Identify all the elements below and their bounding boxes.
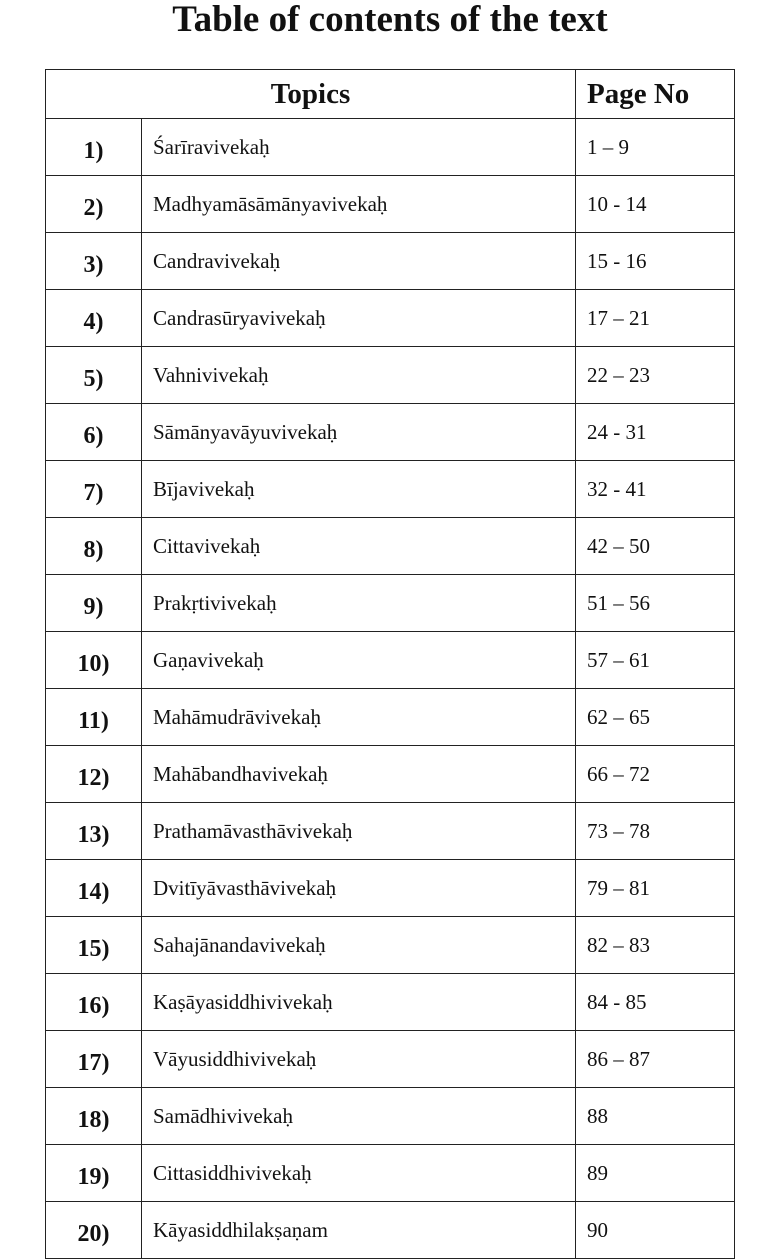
page-title: Table of contents of the text xyxy=(172,0,608,40)
page-range: 66 – 72 xyxy=(575,745,735,803)
topic-name: Śarīravivekaḥ xyxy=(141,118,576,176)
page-no-header: Page No xyxy=(575,69,735,119)
table-row: 3) Candravivekaḥ 15 - 16 xyxy=(45,232,735,290)
page-range: 90 xyxy=(575,1201,735,1259)
row-number: 10) xyxy=(45,631,142,689)
table-row: 10) Gaṇavivekaḥ 57 – 61 xyxy=(45,631,735,689)
row-number: 8) xyxy=(45,517,142,575)
topic-name: Prakṛtivivekaḥ xyxy=(141,574,576,632)
topic-name: Sāmānyavāyuvivekaḥ xyxy=(141,403,576,461)
page-range: 32 - 41 xyxy=(575,460,735,518)
row-number: 6) xyxy=(45,403,142,461)
row-number: 3) xyxy=(45,232,142,290)
table-row: 19) Cittasiddhivivekaḥ 89 xyxy=(45,1144,735,1202)
table-row: 16) Kaṣāyasiddhivivekaḥ 84 - 85 xyxy=(45,973,735,1031)
page-range: 51 – 56 xyxy=(575,574,735,632)
topic-name: Mahābandhavivekaḥ xyxy=(141,745,576,803)
row-number: 13) xyxy=(45,802,142,860)
row-number: 5) xyxy=(45,346,142,404)
topic-name: Dvitīyāvasthāvivekaḥ xyxy=(141,859,576,917)
row-number: 7) xyxy=(45,460,142,518)
topic-name: Sahajānandavivekaḥ xyxy=(141,916,576,974)
topic-name: Gaṇavivekaḥ xyxy=(141,631,576,689)
row-number: 11) xyxy=(45,688,142,746)
page-range: 82 – 83 xyxy=(575,916,735,974)
page-range: 22 – 23 xyxy=(575,346,735,404)
topic-name: Kaṣāyasiddhivivekaḥ xyxy=(141,973,576,1031)
topic-name: Samādhivivekaḥ xyxy=(141,1087,576,1145)
table-row: 11) Mahāmudrāvivekaḥ 62 – 65 xyxy=(45,688,735,746)
row-number: 9) xyxy=(45,574,142,632)
row-number: 16) xyxy=(45,973,142,1031)
table-row: 5) Vahnivivekaḥ 22 – 23 xyxy=(45,346,735,404)
table-row: 6) Sāmānyavāyuvivekaḥ 24 - 31 xyxy=(45,403,735,461)
topic-name: Cittavivekaḥ xyxy=(141,517,576,575)
topic-name: Candrasūryavivekaḥ xyxy=(141,289,576,347)
table-row: 2) Madhyamāsāmānyavivekaḥ 10 - 14 xyxy=(45,175,735,233)
page-range: 15 - 16 xyxy=(575,232,735,290)
row-number: 18) xyxy=(45,1087,142,1145)
page-range: 89 xyxy=(575,1144,735,1202)
table-row: 9) Prakṛtivivekaḥ 51 – 56 xyxy=(45,574,735,632)
page-range: 84 - 85 xyxy=(575,973,735,1031)
row-number: 4) xyxy=(45,289,142,347)
topic-name: Mahāmudrāvivekaḥ xyxy=(141,688,576,746)
row-number: 1) xyxy=(45,118,142,176)
topic-name: Vāyusiddhivivekaḥ xyxy=(141,1030,576,1088)
topic-name: Vahnivivekaḥ xyxy=(141,346,576,404)
topic-name: Kāyasiddhilakṣaṇam xyxy=(141,1201,576,1259)
page-range: 17 – 21 xyxy=(575,289,735,347)
table-row: 8) Cittavivekaḥ 42 – 50 xyxy=(45,517,735,575)
table-row: 13) Prathamāvasthāvivekaḥ 73 – 78 xyxy=(45,802,735,860)
topic-name: Bījavivekaḥ xyxy=(141,460,576,518)
row-number: 14) xyxy=(45,859,142,917)
topics-header: Topics xyxy=(45,69,576,119)
page-range: 42 – 50 xyxy=(575,517,735,575)
header-row: Topics Page No xyxy=(45,69,735,119)
row-number: 2) xyxy=(45,175,142,233)
page-range: 73 – 78 xyxy=(575,802,735,860)
topic-name: Cittasiddhivivekaḥ xyxy=(141,1144,576,1202)
row-number: 17) xyxy=(45,1030,142,1088)
page-range: 62 – 65 xyxy=(575,688,735,746)
topic-name: Madhyamāsāmānyavivekaḥ xyxy=(141,175,576,233)
page-range: 86 – 87 xyxy=(575,1030,735,1088)
page-range: 1 – 9 xyxy=(575,118,735,176)
row-number: 15) xyxy=(45,916,142,974)
table-row: 18) Samādhivivekaḥ 88 xyxy=(45,1087,735,1145)
table-row: 12) Mahābandhavivekaḥ 66 – 72 xyxy=(45,745,735,803)
topic-name: Prathamāvasthāvivekaḥ xyxy=(141,802,576,860)
table-row: 14) Dvitīyāvasthāvivekaḥ 79 – 81 xyxy=(45,859,735,917)
page-range: 88 xyxy=(575,1087,735,1145)
table-row: 15) Sahajānandavivekaḥ 82 – 83 xyxy=(45,916,735,974)
page-range: 57 – 61 xyxy=(575,631,735,689)
table-row: 4) Candrasūryavivekaḥ 17 – 21 xyxy=(45,289,735,347)
row-number: 12) xyxy=(45,745,142,803)
page-range: 79 – 81 xyxy=(575,859,735,917)
table-row: 1) Śarīravivekaḥ 1 – 9 xyxy=(45,118,735,176)
table-row: 7) Bījavivekaḥ 32 - 41 xyxy=(45,460,735,518)
row-number: 20) xyxy=(45,1201,142,1259)
page-range: 24 - 31 xyxy=(575,403,735,461)
topic-name: Candravivekaḥ xyxy=(141,232,576,290)
contents-table: Topics Page No 1) Śarīravivekaḥ 1 – 9 2) Mad… xyxy=(45,69,735,1259)
table-row: 20) Kāyasiddhilakṣaṇam 90 xyxy=(45,1201,735,1259)
page-range: 10 - 14 xyxy=(575,175,735,233)
table-row: 17) Vāyusiddhivivekaḥ 86 – 87 xyxy=(45,1030,735,1088)
row-number: 19) xyxy=(45,1144,142,1202)
